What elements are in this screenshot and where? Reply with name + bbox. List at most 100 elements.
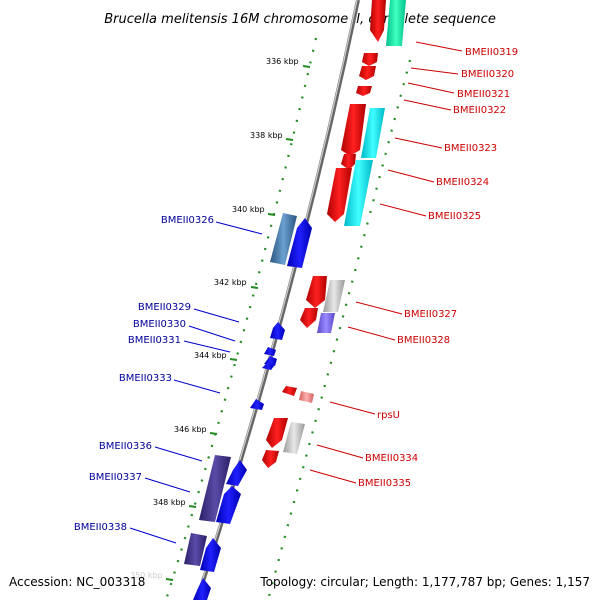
- gene-BMEII0325-cds[interactable]: [344, 160, 373, 226]
- gene-BMEII0327-cds[interactable]: [323, 280, 345, 312]
- gene-label-BMEII0320: BMEII0320: [461, 69, 514, 80]
- gene-BMEII0330-arrow[interactable]: [264, 347, 276, 356]
- gene-BMEII0326-arrow[interactable]: [287, 218, 312, 268]
- leader-BMEII0323: [394, 137, 443, 149]
- leader-BMEII0334: [316, 444, 364, 459]
- reverse-genes: [184, 213, 312, 600]
- gene-BMEII0336-arrow[interactable]: [226, 460, 247, 486]
- right-leader-lines: [309, 41, 463, 484]
- gene-label-BMEII0330: BMEII0330: [133, 319, 186, 330]
- tick-label-340: 340 kbp: [232, 205, 265, 214]
- gene-label-BMEII0331: BMEII0331: [128, 335, 181, 346]
- leader-BMEII0322: [403, 99, 452, 111]
- tick-mark: [229, 358, 238, 361]
- tick-label-348: 348 kbp: [153, 498, 186, 507]
- gene-BMEII0334-arrow[interactable]: [266, 418, 288, 448]
- gene-BMEII0328-cds[interactable]: [317, 313, 335, 333]
- kbp-tick-labels: 336 kbp 338 kbp 340 kbp 342 kbp 344 kbp …: [130, 57, 299, 580]
- leader-rpsU: [329, 401, 376, 415]
- leader-BMEII0333: [173, 379, 221, 394]
- gene-label-BMEII0321: BMEII0321: [457, 89, 510, 100]
- gene-label-BMEII0322: BMEII0322: [453, 105, 506, 116]
- gene-BMEII0338-cds[interactable]: [184, 533, 207, 566]
- accession-text: Accession: NC_003318: [9, 575, 145, 589]
- tick-mark: [165, 578, 174, 581]
- gene-BMEII0336-cds[interactable]: [199, 455, 231, 522]
- gene-BMEII0339-arrow[interactable]: [193, 578, 211, 600]
- tick-mark: [302, 65, 311, 68]
- gene-BMEII0328-arrow[interactable]: [300, 308, 318, 328]
- leader-BMEII0326: [215, 221, 263, 235]
- tick-label-336: 336 kbp: [266, 57, 299, 66]
- gene-BMEII0325-arrow[interactable]: [327, 168, 352, 222]
- gene-BMEII0326-cds[interactable]: [270, 213, 297, 265]
- kbp-ticks: [165, 65, 311, 581]
- gene-BMEII0323-arrow[interactable]: [341, 104, 366, 156]
- gene-BMEII0320-arrow-2[interactable]: [359, 66, 376, 80]
- leader-BMEII0328: [347, 326, 396, 341]
- gene-BMEII0323-cds[interactable]: [361, 108, 385, 158]
- tick-label-344: 344 kbp: [194, 351, 227, 360]
- gene-label-rpsU: rpsU: [377, 410, 400, 421]
- gene-label-BMEII0338: BMEII0338: [74, 522, 127, 533]
- gene-label-BMEII0334: BMEII0334: [365, 453, 418, 464]
- leader-BMEII0320: [410, 67, 459, 75]
- leader-BMEII0337: [144, 477, 191, 493]
- gene-label-BMEII0327: BMEII0327: [404, 309, 457, 320]
- leader-BMEII0335: [309, 469, 357, 484]
- gene-label-BMEII0323: BMEII0323: [444, 143, 497, 154]
- gene-BMEII0334-cds[interactable]: [283, 422, 305, 454]
- leader-BMEII0321: [407, 82, 455, 94]
- inner-dotted-guide: [266, 59, 412, 600]
- leader-BMEII0338: [129, 527, 177, 544]
- gene-BMEII0320-arrow[interactable]: [362, 53, 378, 66]
- right-gene-labels: BMEII0319 BMEII0320 BMEII0321 BMEII0322 …: [358, 47, 518, 489]
- gene-BMEII0331-arrow-2[interactable]: [262, 362, 274, 370]
- gene-label-BMEII0329: BMEII0329: [138, 302, 191, 313]
- gene-label-BMEII0335: BMEII0335: [358, 478, 411, 489]
- left-gene-labels: BMEII0326 BMEII0329 BMEII0330 BMEII0331 …: [74, 215, 214, 533]
- gene-BMEII0329-arrow[interactable]: [270, 322, 285, 340]
- gene-label-BMEII0325: BMEII0325: [428, 211, 481, 222]
- leader-BMEII0336: [154, 446, 203, 462]
- tick-mark: [250, 286, 259, 289]
- leader-BMEII0331: [183, 340, 231, 353]
- leader-BMEII0327: [355, 301, 403, 315]
- tick-mark: [209, 432, 218, 435]
- left-leader-lines: [129, 221, 263, 544]
- gene-label-BMEII0336: BMEII0336: [99, 441, 152, 452]
- gene-rpsU-arrow[interactable]: [282, 386, 297, 396]
- tick-label-342: 342 kbp: [214, 278, 247, 287]
- map-title: Brucella melitensis 16M chromosome II, c…: [104, 12, 496, 27]
- gene-BMEII0338-arrow[interactable]: [200, 538, 221, 572]
- leader-BMEII0330: [188, 325, 236, 342]
- tick-label-350: 350 kbp: [130, 571, 163, 580]
- leader-BMEII0324: [387, 169, 435, 183]
- leader-BMEII0319: [415, 41, 463, 52]
- tick-label-338: 338 kbp: [250, 131, 283, 140]
- gene-BMEII0324-arrow[interactable]: [341, 154, 356, 170]
- dotted-guides: [164, 37, 412, 600]
- gene-BMEII0322-arrow[interactable]: [356, 86, 372, 96]
- forward-genes: [262, 0, 406, 468]
- gene-label-BMEII0324: BMEII0324: [436, 177, 489, 188]
- gene-rpsU-cds[interactable]: [299, 391, 314, 403]
- gene-BMEII0319-cds[interactable]: [386, 0, 406, 46]
- gene-BMEII0335-arrow[interactable]: [262, 450, 279, 468]
- outer-dotted-guide: [164, 37, 318, 600]
- leader-BMEII0329: [193, 308, 240, 323]
- gene-label-BMEII0328: BMEII0328: [397, 335, 450, 346]
- topology-text: Topology: circular; Length: 1,177,787 bp…: [259, 575, 590, 589]
- gene-BMEII0337-arrow[interactable]: [216, 486, 241, 524]
- gene-label-BMEII0337: BMEII0337: [89, 472, 142, 483]
- tick-mark: [188, 505, 197, 508]
- gene-BMEII0333-arrow[interactable]: [250, 399, 264, 410]
- gene-label-BMEII0326: BMEII0326: [161, 215, 214, 226]
- gene-BMEII0327-arrow[interactable]: [306, 276, 327, 308]
- tick-mark: [267, 213, 276, 216]
- gene-label-BMEII0319: BMEII0319: [465, 47, 518, 58]
- tick-mark: [285, 138, 294, 141]
- gene-BMEII0319-arrow[interactable]: [370, 0, 386, 42]
- tick-label-346: 346 kbp: [174, 425, 207, 434]
